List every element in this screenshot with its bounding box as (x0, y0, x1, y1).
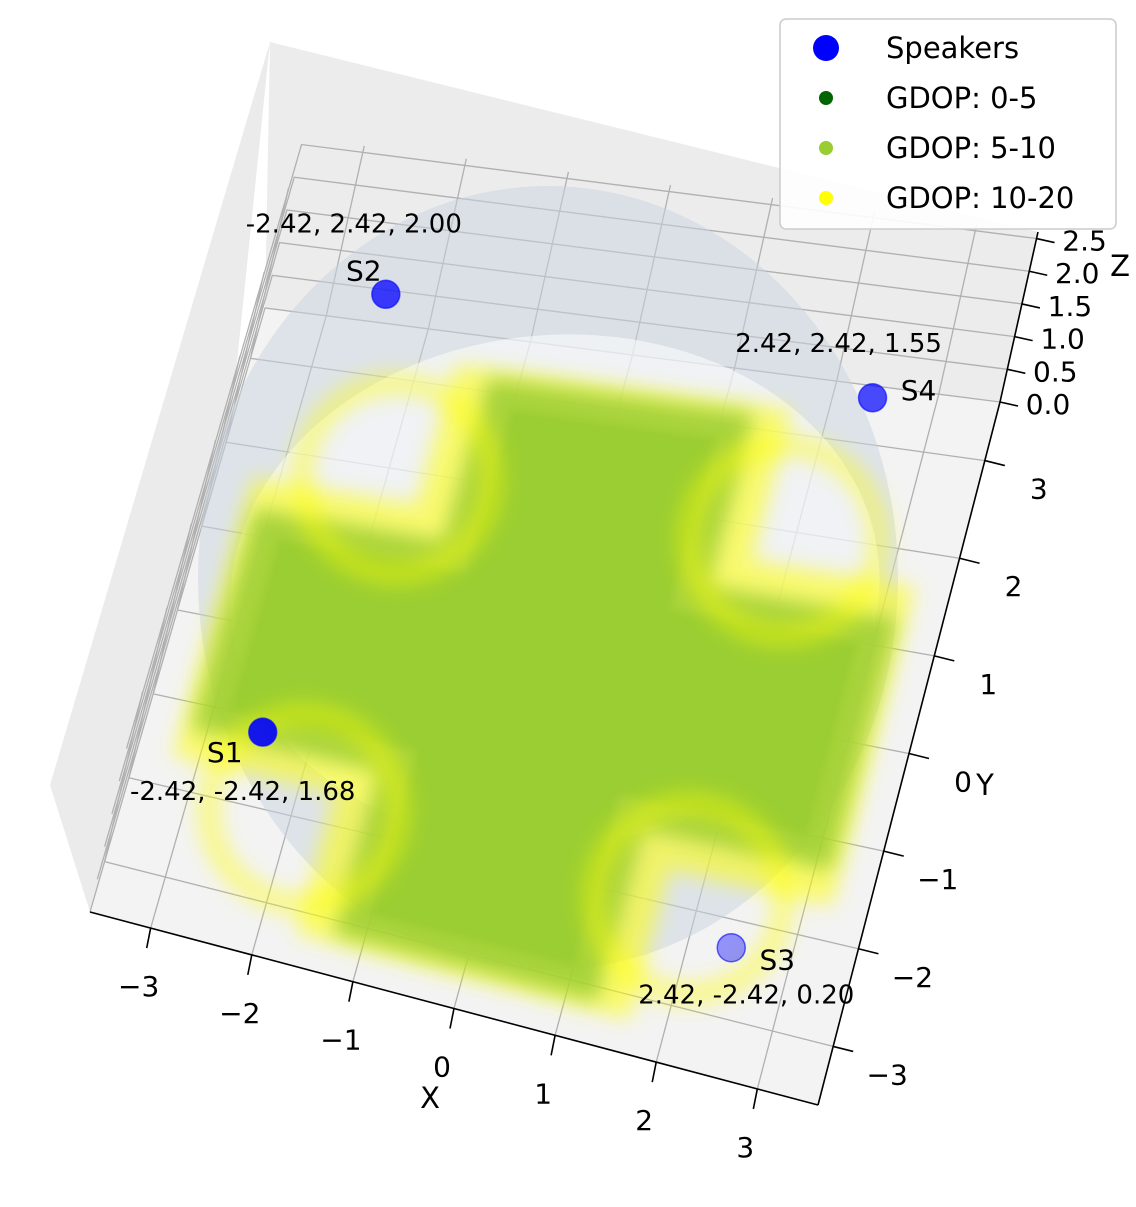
x-tick-label-2: −1 (320, 1024, 361, 1057)
x-ticks: −3 −2 −1 0 1 2 3 (118, 927, 759, 1164)
z-tick-label-0: 0.0 (1026, 388, 1071, 421)
y-tick-1 (858, 948, 879, 955)
y-tick-label-0: −3 (867, 1058, 908, 1091)
z-tick-2 (1014, 335, 1033, 342)
speaker-marker-s2 (371, 279, 401, 310)
speaker-coords-s2: -2.42, 2.42, 2.00 (246, 209, 462, 239)
speaker-coords-s3: 2.42, -2.42, 0.20 (638, 981, 854, 1011)
x-tick-label-6: 3 (736, 1131, 754, 1164)
legend-label-0: Speakers (886, 31, 1019, 65)
z-tick-label-5: 2.5 (1062, 225, 1107, 258)
z-axis-label: Z (1110, 249, 1130, 283)
y-tick-label-5: 2 (1005, 570, 1023, 603)
speaker-name-s4: S4 (901, 374, 937, 407)
x-tick-label-0: −3 (118, 970, 159, 1003)
x-tick-label-3: 0 (433, 1051, 451, 1084)
x-tick-2 (348, 981, 354, 1002)
legend-marker-3 (819, 191, 833, 205)
x-tick-1 (246, 954, 253, 976)
speaker-markers: S1 -2.42, -2.42, 1.68 S2 -2.42, 2.42, 2.00 S… (130, 209, 942, 1010)
grid-z-4 (118, 176, 1030, 782)
x-tick-0 (145, 927, 152, 949)
gdop-high-arc-1 (582, 792, 795, 1005)
speaker-name-s2: S2 (346, 254, 382, 287)
x-tick-3 (449, 1008, 455, 1029)
speaker-name-s3: S3 (759, 944, 795, 977)
z-tick-0 (999, 401, 1019, 407)
speaker-coords-s4: 2.42, 2.42, 1.55 (735, 329, 942, 359)
x-tick-label-1: −2 (219, 997, 260, 1030)
legend-marker-2 (819, 141, 833, 155)
y-axis-label: Y (975, 768, 994, 802)
x-tick-label-5: 2 (635, 1104, 653, 1137)
gdop-mid-core (229, 408, 859, 966)
z-tick-label-4: 2.0 (1055, 257, 1100, 290)
x-tick-6 (752, 1088, 759, 1110)
x-tick-5 (651, 1061, 658, 1083)
back-pane-left (50, 42, 270, 935)
z-ticks: 0.00.51.01.52.02.5 (999, 225, 1107, 421)
speaker-name-s1: S1 (207, 736, 243, 769)
legend: Speakers GDOP: 0-5 GDOP: 5-10 GDOP: 10-20 (779, 18, 1117, 230)
legend-label-2: GDOP: 5-10 (886, 131, 1056, 165)
z-axis-line (999, 231, 1039, 403)
gdop-point-cloud (172, 364, 916, 1020)
y-tick-label-3: 0 (954, 766, 972, 799)
z-tick-3 (1021, 303, 1041, 309)
speaker-marker-s3 (716, 932, 747, 963)
gdop-high-arc-3 (290, 372, 503, 585)
z-tick-label-3: 1.5 (1048, 290, 1093, 323)
legend-label-1: GDOP: 0-5 (886, 81, 1037, 115)
y-tick-label-6: 3 (1030, 473, 1048, 506)
y-tick-label-1: −2 (892, 961, 933, 994)
z-tick-4 (1029, 270, 1048, 277)
grid-back-x-6 (938, 224, 978, 395)
z-tick-label-1: 0.5 (1033, 355, 1078, 388)
y-tick-2 (883, 850, 904, 857)
x-tick-4 (550, 1035, 556, 1056)
y-ticks: −3 −2 −1 0 1 2 3 (832, 459, 1048, 1091)
z-tick-1 (1007, 368, 1026, 375)
legend-items: Speakers GDOP: 0-5 GDOP: 5-10 GDOP: 10-20 (813, 31, 1074, 215)
legend-box (779, 18, 1117, 230)
speaker-marker-s1 (247, 717, 278, 747)
grid-back-x-5 (836, 210, 876, 382)
y-tick-3 (908, 752, 930, 760)
gdop-high-arc-0 (677, 434, 890, 647)
speaker-marker-s4 (857, 383, 888, 413)
x-tick-label-4: 1 (534, 1077, 552, 1110)
y-tick-6 (984, 459, 1006, 467)
x-axis-label: X (420, 1081, 440, 1115)
legend-marker-1 (819, 91, 833, 105)
speaker-coords-s1: -2.42, -2.42, 1.68 (130, 777, 356, 807)
legend-label-3: GDOP: 10-20 (886, 181, 1074, 215)
grid-z-3 (111, 209, 1023, 815)
z-tick-label-2: 1.0 (1040, 323, 1085, 356)
y-tick-4 (934, 655, 955, 662)
y-tick-label-4: 1 (979, 668, 997, 701)
legend-marker-0 (813, 35, 839, 61)
z-tick-5 (1036, 237, 1055, 244)
y-tick-label-2: −1 (917, 863, 958, 896)
y-tick-5 (959, 557, 980, 564)
y-tick-0 (832, 1045, 854, 1053)
gdop-high-arc-2 (197, 703, 410, 916)
